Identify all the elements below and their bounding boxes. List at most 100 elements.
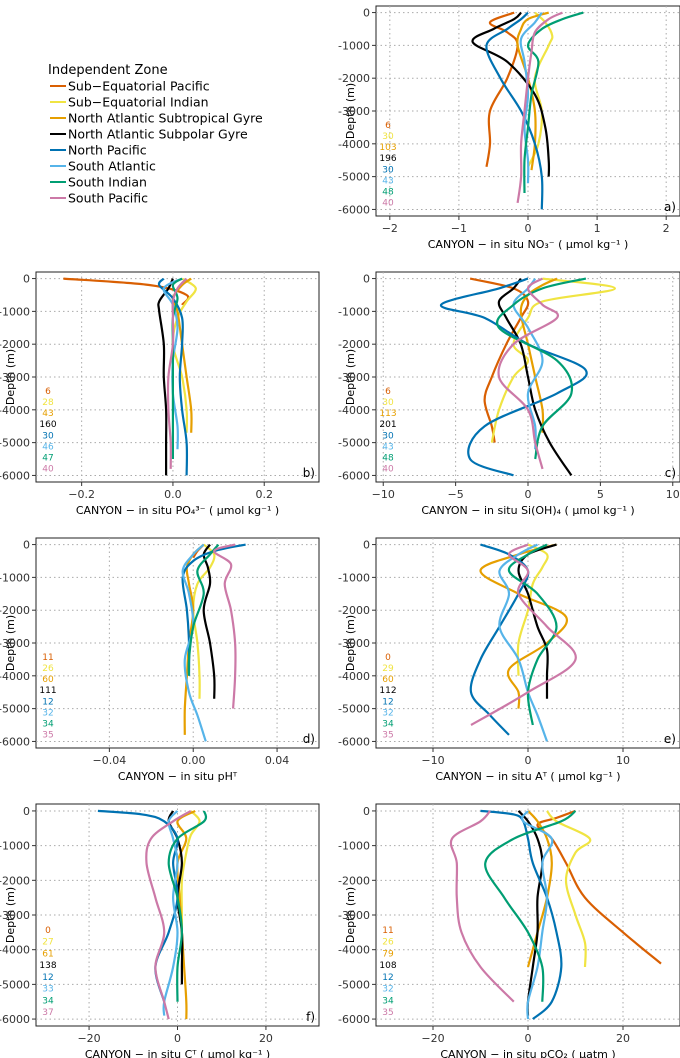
legend-title: Independent Zone xyxy=(48,63,168,78)
sample-count: 33 xyxy=(42,985,53,995)
series-line xyxy=(497,277,560,470)
sample-count: 12 xyxy=(42,697,53,707)
series-line xyxy=(526,11,554,168)
y-axis-label: Depth (m) xyxy=(344,615,357,671)
y-tick-label: 0 xyxy=(23,273,30,286)
panel-tag: f) xyxy=(306,1010,315,1024)
sample-count: 11 xyxy=(42,653,53,663)
sample-count: 35 xyxy=(382,1008,393,1018)
y-tick-label: -6000 xyxy=(338,735,370,748)
sample-count: 27 xyxy=(42,938,53,948)
sample-count: 61 xyxy=(42,949,53,959)
sample-count: 28 xyxy=(42,398,54,408)
y-tick-label: -3000 xyxy=(338,909,370,922)
series-line xyxy=(157,277,189,476)
x-tick-label: 10 xyxy=(666,488,680,501)
y-tick-label: -4000 xyxy=(338,670,370,683)
series-line xyxy=(449,810,515,1003)
y-tick-label: -3000 xyxy=(338,637,370,650)
x-axis-label: CANYON − in situ pHᵀ xyxy=(118,770,238,783)
y-tick-label: -6000 xyxy=(0,469,30,482)
sample-count: 60 xyxy=(42,675,54,685)
sample-count: 34 xyxy=(42,996,54,1006)
x-tick-label: 20 xyxy=(259,1032,273,1045)
x-axis-label: CANYON − in situ Aᵀ ( µmol kg⁻¹ ) xyxy=(435,770,620,783)
x-tick-label: −2 xyxy=(382,222,398,235)
sample-count: 6 xyxy=(385,387,391,397)
legend-label: South Pacific xyxy=(68,191,148,206)
legend-label: South Indian xyxy=(68,175,147,190)
panel-tag: d) xyxy=(303,732,315,746)
sample-count: 196 xyxy=(379,154,396,164)
series-line xyxy=(523,11,584,194)
sample-count: 6 xyxy=(385,121,391,131)
x-tick-label: −10 xyxy=(421,754,444,767)
y-tick-label: -3000 xyxy=(338,105,370,118)
sample-count: 111 xyxy=(39,686,56,696)
y-axis-label: Depth (m) xyxy=(344,349,357,405)
sample-count: 34 xyxy=(42,720,54,730)
sample-count: 12 xyxy=(382,697,393,707)
y-axis-label: Depth (m) xyxy=(4,349,17,405)
sample-count: 32 xyxy=(382,708,393,718)
x-tick-label: 0 xyxy=(174,1032,181,1045)
sample-count: 35 xyxy=(42,731,53,741)
sample-count: 43 xyxy=(382,176,393,186)
sample-count: 30 xyxy=(382,431,394,441)
panel-g: Depth (m) 0 -1000 -2000 -3000 -4000 -5000 -6000… xyxy=(338,803,680,1058)
y-tick-label: -3000 xyxy=(0,637,30,650)
y-tick-label: -6000 xyxy=(338,469,370,482)
sample-count: 113 xyxy=(379,409,396,419)
series-line xyxy=(507,543,558,726)
sample-count: 40 xyxy=(382,465,394,475)
series-line xyxy=(519,277,558,433)
sample-count: 79 xyxy=(382,949,394,959)
panel-tag: a) xyxy=(664,200,676,214)
series-line xyxy=(145,809,192,1020)
sample-count: 32 xyxy=(42,708,53,718)
y-tick-label: -6000 xyxy=(0,1013,30,1026)
x-tick-label: 1 xyxy=(594,222,601,235)
legend: Independent Zone Sub−Equatorial PacificS… xyxy=(48,63,263,206)
series-line xyxy=(213,543,237,709)
x-tick-label: 0.04 xyxy=(265,754,290,767)
series-line xyxy=(516,11,563,204)
sample-count: 48 xyxy=(382,454,394,464)
sample-count: 43 xyxy=(42,409,53,419)
x-tick-label: −0.2 xyxy=(68,488,95,501)
panel-tag: e) xyxy=(664,732,676,746)
x-tick-label: 20 xyxy=(616,1032,630,1045)
legend-label: Sub−Equatorial Indian xyxy=(68,95,209,110)
sample-count: 0 xyxy=(45,926,51,936)
series-line xyxy=(162,277,183,450)
y-tick-label: -5000 xyxy=(0,703,30,716)
y-tick-label: -5000 xyxy=(338,171,370,184)
series-line xyxy=(536,809,662,965)
legend-label: North Atlantic Subpolar Gyre xyxy=(68,127,248,142)
panel-c: Depth (m) 0 -1000 -2000 -3000 -4000 -5000 -6000… xyxy=(338,271,680,517)
sample-count: 40 xyxy=(382,199,394,209)
series-line xyxy=(162,810,179,1016)
x-tick-label: 0 xyxy=(525,488,532,501)
series-line xyxy=(192,543,216,699)
series-line xyxy=(471,11,551,177)
y-tick-label: 0 xyxy=(363,539,370,552)
sample-count: 11 xyxy=(382,926,393,936)
y-axis-label: Depth (m) xyxy=(344,83,357,139)
y-tick-label: -5000 xyxy=(338,978,370,991)
y-tick-label: -4000 xyxy=(0,404,30,417)
y-tick-label: -2000 xyxy=(338,72,370,85)
x-tick-label: −20 xyxy=(77,1032,100,1045)
sample-count: 34 xyxy=(382,996,394,1006)
sample-count: 26 xyxy=(382,938,394,948)
x-axis-label: CANYON − in situ pCO₂ ( µatm ) xyxy=(440,1048,615,1058)
sample-count: 46 xyxy=(42,442,54,452)
series-line xyxy=(176,809,196,1020)
sample-count: 48 xyxy=(382,188,394,198)
sample-count: 60 xyxy=(382,675,394,685)
series-line xyxy=(519,11,543,184)
y-tick-label: 0 xyxy=(363,7,370,20)
x-axis-label: CANYON − in situ NO₃⁻ ( µmol kg⁻¹ ) xyxy=(428,238,628,251)
series-line xyxy=(480,809,563,1020)
series-line xyxy=(516,543,549,676)
